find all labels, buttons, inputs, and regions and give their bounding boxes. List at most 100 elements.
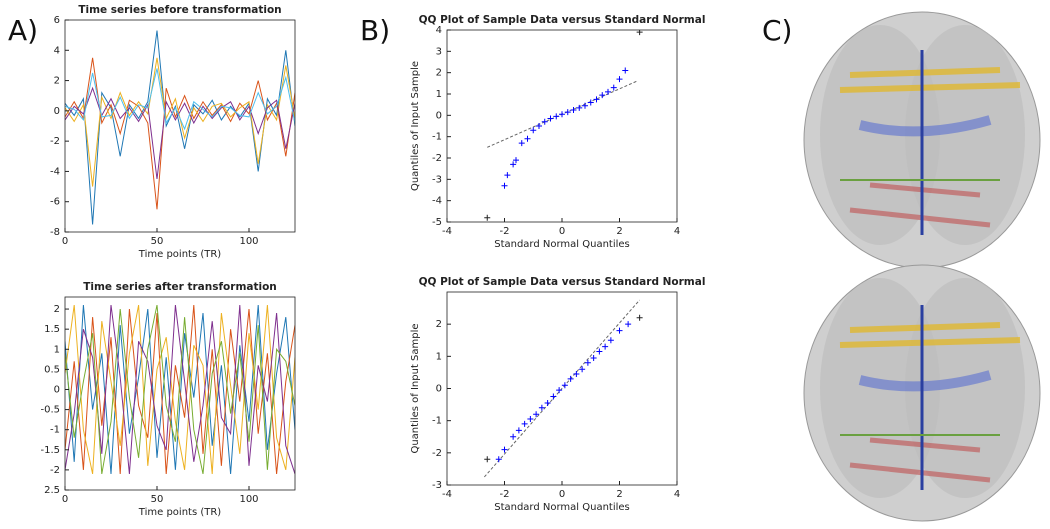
point <box>599 92 606 99</box>
point <box>504 172 511 179</box>
y-tick-label: -2 <box>50 136 60 147</box>
panel-label: A) <box>8 14 38 47</box>
y-tick-label: 2 <box>54 76 60 87</box>
y-tick-label: 1.5 <box>44 324 60 335</box>
y-tick-label: 2 <box>436 319 442 330</box>
x-axis-label: Time points (TR) <box>138 507 222 518</box>
y-tick-label: -2 <box>432 448 442 459</box>
x-tick-label: 0 <box>62 236 68 247</box>
y-tick-label: -3 <box>432 480 442 491</box>
x-tick-label: 0 <box>62 494 68 505</box>
point <box>510 433 517 440</box>
x-tick-label: 4 <box>674 489 680 500</box>
point <box>553 113 560 120</box>
y-tick-label: 1 <box>436 89 442 100</box>
point <box>607 337 614 344</box>
point <box>536 123 542 129</box>
y-tick-label: 2.5 <box>44 485 60 496</box>
plot-area <box>65 304 295 475</box>
point <box>527 416 534 423</box>
x-axis-label: Time points (TR) <box>138 249 222 260</box>
y-tick-label: 0 <box>54 106 60 117</box>
point <box>567 375 574 382</box>
point <box>556 387 563 394</box>
chart-title: Time series before transformation <box>78 4 281 16</box>
point <box>501 182 508 189</box>
y-tick-label: -4 <box>432 196 442 207</box>
point <box>573 371 580 378</box>
y-tick-label: 1 <box>54 344 60 355</box>
point <box>559 111 565 118</box>
y-tick-label: -5 <box>432 217 442 228</box>
y-tick-label: -3 <box>432 174 442 185</box>
x-tick-label: 100 <box>239 494 258 505</box>
series-line <box>65 304 295 475</box>
point <box>513 157 519 164</box>
axes-box <box>446 29 678 223</box>
point <box>501 446 508 453</box>
x-tick-label: -2 <box>500 489 510 500</box>
point <box>616 76 623 83</box>
x-tick-label: -4 <box>442 489 452 500</box>
point <box>570 107 577 113</box>
y-tick-label: 2 <box>54 304 60 315</box>
x-tick-label: -2 <box>500 226 510 237</box>
x-tick-label: 0 <box>559 489 565 500</box>
point <box>584 359 591 366</box>
y-tick-label: 1 <box>436 351 442 362</box>
x-tick-label: 4 <box>674 226 680 237</box>
x-tick-label: 50 <box>151 236 164 247</box>
panel-label: B) <box>360 14 390 47</box>
point <box>596 348 603 355</box>
series-line <box>65 57 295 187</box>
y-axis-label: Quantiles of Input Sample <box>410 61 421 191</box>
y-tick-label: 0 <box>54 384 60 395</box>
y-tick-label: -8 <box>50 227 60 238</box>
point <box>515 427 522 434</box>
y-tick-label: 4 <box>54 45 60 56</box>
y-tick-label: -1 <box>432 416 442 427</box>
point <box>605 88 611 95</box>
plot-area <box>484 30 643 221</box>
point <box>533 411 540 418</box>
point <box>636 314 643 321</box>
point <box>582 102 588 109</box>
chart-title: Time series after transformation <box>83 281 277 293</box>
y-tick-label: -1 <box>50 425 60 436</box>
point <box>576 104 583 111</box>
series-line <box>65 86 295 180</box>
point <box>579 366 586 373</box>
brain-bottom <box>803 264 1041 522</box>
y-tick-label: -0.5 <box>40 405 60 416</box>
brain-top <box>803 11 1041 269</box>
x-tick-label: 2 <box>616 226 622 237</box>
axes-box <box>64 296 296 491</box>
point <box>484 214 491 221</box>
point <box>622 67 629 74</box>
point <box>602 343 609 350</box>
x-tick-label: -4 <box>442 226 452 237</box>
y-tick-label: -1.5 <box>40 445 60 456</box>
series-line <box>65 305 295 474</box>
series-line <box>65 68 295 131</box>
series-line <box>65 57 295 210</box>
point <box>484 456 491 463</box>
point <box>544 399 551 406</box>
y-tick-label: -1 <box>432 132 442 143</box>
point <box>550 393 557 400</box>
chart-title: QQ Plot of Sample Data versus Standard N… <box>419 14 706 26</box>
point <box>510 161 517 168</box>
point <box>547 115 554 122</box>
point <box>593 96 600 103</box>
y-tick-label: 6 <box>54 15 60 26</box>
point <box>587 99 594 106</box>
point <box>495 456 502 463</box>
point <box>561 382 568 389</box>
x-tick-label: 50 <box>151 494 164 505</box>
chart-title: QQ Plot of Sample Data versus Standard N… <box>419 276 706 288</box>
series-line <box>65 304 295 475</box>
point <box>518 140 525 147</box>
x-tick-label: 2 <box>616 489 622 500</box>
y-tick-label: 4 <box>436 25 442 36</box>
